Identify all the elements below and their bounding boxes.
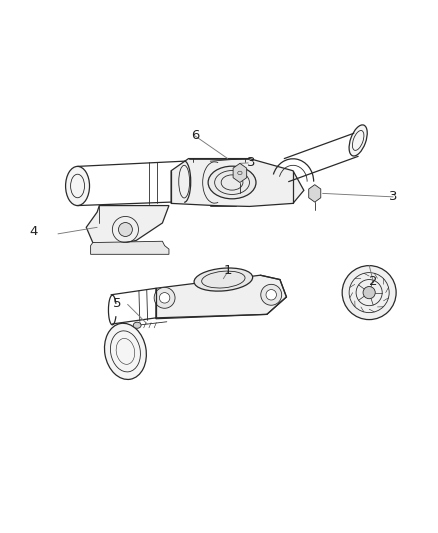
- Ellipse shape: [133, 322, 141, 328]
- Circle shape: [159, 293, 170, 303]
- Text: 3: 3: [389, 190, 397, 204]
- Ellipse shape: [194, 268, 253, 291]
- Circle shape: [154, 287, 175, 308]
- Polygon shape: [86, 206, 169, 247]
- Text: 5: 5: [113, 297, 121, 310]
- Ellipse shape: [66, 166, 89, 206]
- Text: 3: 3: [247, 156, 256, 168]
- Polygon shape: [309, 184, 321, 202]
- Ellipse shape: [208, 166, 256, 199]
- Ellipse shape: [349, 125, 367, 156]
- Text: 1: 1: [223, 264, 232, 277]
- Polygon shape: [156, 275, 286, 319]
- Polygon shape: [171, 158, 304, 206]
- Polygon shape: [233, 163, 247, 182]
- Circle shape: [261, 284, 282, 305]
- Text: 2: 2: [369, 275, 378, 288]
- Polygon shape: [91, 241, 169, 254]
- Text: 6: 6: [191, 130, 199, 142]
- Text: 4: 4: [30, 225, 38, 238]
- Circle shape: [266, 289, 276, 300]
- Circle shape: [363, 287, 375, 298]
- Circle shape: [342, 265, 396, 320]
- Ellipse shape: [105, 324, 146, 379]
- Circle shape: [118, 223, 132, 237]
